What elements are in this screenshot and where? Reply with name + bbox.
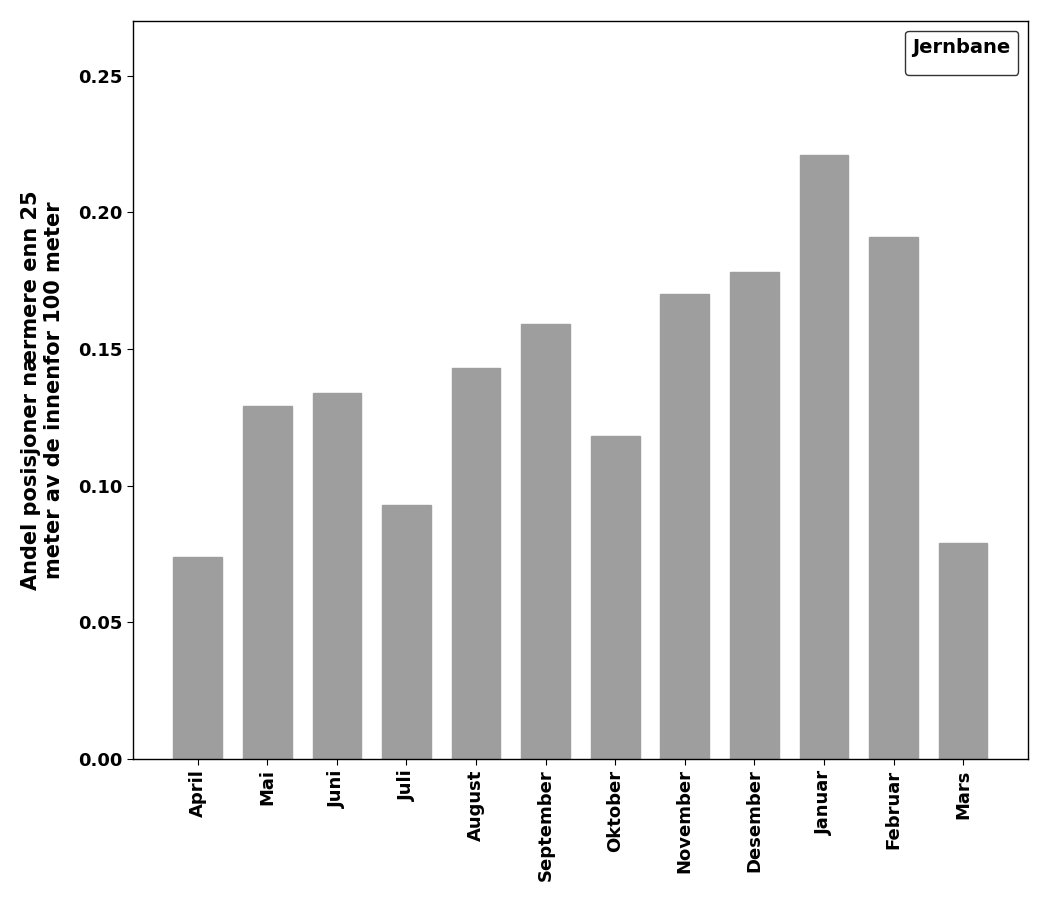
Bar <box>452 368 500 759</box>
Bar <box>939 543 987 759</box>
Bar <box>870 237 918 759</box>
Bar <box>313 392 361 759</box>
Bar <box>173 557 222 759</box>
Bar <box>661 294 709 759</box>
Bar <box>521 325 570 759</box>
Bar <box>243 406 292 759</box>
Legend:  <box>904 31 1019 75</box>
Bar <box>382 505 431 759</box>
Bar <box>730 272 778 759</box>
Y-axis label: Andel posisjoner nærmere enn 25
meter av de innenfor 100 meter: Andel posisjoner nærmere enn 25 meter av… <box>21 190 64 590</box>
Bar <box>591 437 640 759</box>
Bar <box>799 155 849 759</box>
